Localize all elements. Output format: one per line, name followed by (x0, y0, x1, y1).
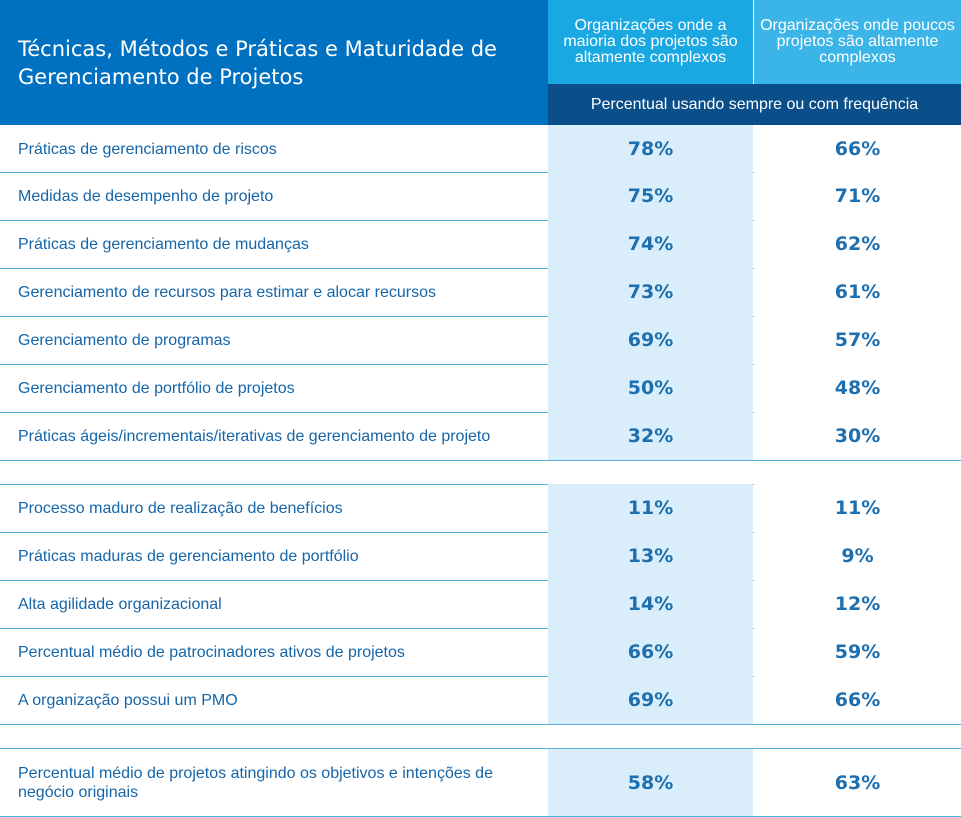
divider (0, 628, 961, 629)
row-label: Alta agilidade organizacional (18, 595, 222, 613)
value-few-complex: 62% (754, 220, 961, 268)
column-header-most-complex: Organizações onde a maioria dos projetos… (548, 0, 753, 84)
value-few-complex: 48% (754, 364, 961, 412)
row-label: Gerenciamento de programas (18, 331, 231, 349)
value-few-complex: 12% (754, 580, 961, 628)
value-few-complex: 71% (754, 172, 961, 220)
divider (0, 580, 961, 581)
column-header-few-complex: Organizações onde poucos projetos são al… (754, 0, 961, 84)
divider (0, 460, 961, 461)
row-label: Gerenciamento de recursos para estimar e… (18, 283, 436, 301)
value-most-complex: 69% (548, 316, 753, 364)
column-subheader: Percentual usando sempre ou com frequênc… (548, 84, 961, 125)
divider (0, 748, 961, 749)
divider (0, 364, 961, 365)
table-row: Alta agilidade organizacional 14% 12% (0, 580, 961, 628)
divider (0, 724, 961, 725)
table-row: Gerenciamento de portfólio de projetos 5… (0, 364, 961, 412)
value-few-complex: 59% (754, 628, 961, 676)
table-row: Percentual médio de projetos atingindo o… (0, 749, 961, 816)
value-most-complex: 11% (548, 484, 753, 532)
value-most-complex: 58% (548, 749, 753, 816)
table-row: Processo maduro de realização de benefíc… (0, 484, 961, 532)
value-most-complex: 13% (548, 532, 753, 580)
table-row: Gerenciamento de programas 69% 57% (0, 316, 961, 364)
row-label: Práticas de gerenciamento de mudanças (18, 235, 309, 253)
row-label: Práticas de gerenciamento de riscos (18, 140, 277, 158)
value-few-complex: 66% (754, 125, 961, 173)
value-most-complex: 74% (548, 220, 753, 268)
divider (0, 532, 961, 533)
table-row: Práticas maduras de gerenciamento de por… (0, 532, 961, 580)
row-label: Processo maduro de realização de benefíc… (18, 499, 343, 517)
divider (0, 220, 961, 221)
value-most-complex: 69% (548, 676, 753, 724)
value-few-complex: 30% (754, 412, 961, 460)
table-row: Gerenciamento de recursos para estimar e… (0, 268, 961, 316)
table-row: Práticas de gerenciamento de riscos 78% … (0, 125, 961, 173)
value-few-complex: 57% (754, 316, 961, 364)
row-label: Medidas de desempenho de projeto (18, 187, 274, 205)
value-most-complex: 78% (548, 125, 753, 173)
value-few-complex: 61% (754, 268, 961, 316)
value-few-complex: 9% (754, 532, 961, 580)
table-row: Práticas de gerenciamento de mudanças 74… (0, 220, 961, 268)
divider (0, 268, 961, 269)
value-most-complex: 14% (548, 580, 753, 628)
row-label: Gerenciamento de portfólio de projetos (18, 379, 295, 397)
divider (0, 484, 961, 485)
table-row: Medidas de desempenho de projeto 75% 71% (0, 172, 961, 220)
row-label: Práticas ágeis/incrementais/iterativas d… (18, 427, 491, 445)
value-most-complex: 50% (548, 364, 753, 412)
table-row: Percentual médio de patrocinadores ativo… (0, 628, 961, 676)
value-most-complex: 75% (548, 172, 753, 220)
value-few-complex: 66% (754, 676, 961, 724)
divider (0, 172, 961, 173)
value-few-complex: 11% (754, 484, 961, 532)
row-label: Percentual médio de patrocinadores ativo… (18, 643, 405, 661)
value-most-complex: 73% (548, 268, 753, 316)
table-title: Técnicas, Métodos e Práticas e Maturidad… (0, 0, 548, 125)
value-few-complex: 63% (754, 749, 961, 816)
row-label: Práticas maduras de gerenciamento de por… (18, 547, 359, 565)
divider (0, 676, 961, 677)
value-most-complex: 32% (548, 412, 753, 460)
row-label: A organização possui um PMO (18, 691, 238, 709)
table-header: Técnicas, Métodos e Práticas e Maturidad… (0, 0, 961, 125)
divider (0, 316, 961, 317)
divider (0, 412, 961, 413)
row-label: Percentual médio de projetos atingindo o… (18, 764, 493, 801)
table-row: A organização possui um PMO 69% 66% (0, 676, 961, 724)
value-most-complex: 66% (548, 628, 753, 676)
table-row: Práticas ágeis/incrementais/iterativas d… (0, 412, 961, 460)
